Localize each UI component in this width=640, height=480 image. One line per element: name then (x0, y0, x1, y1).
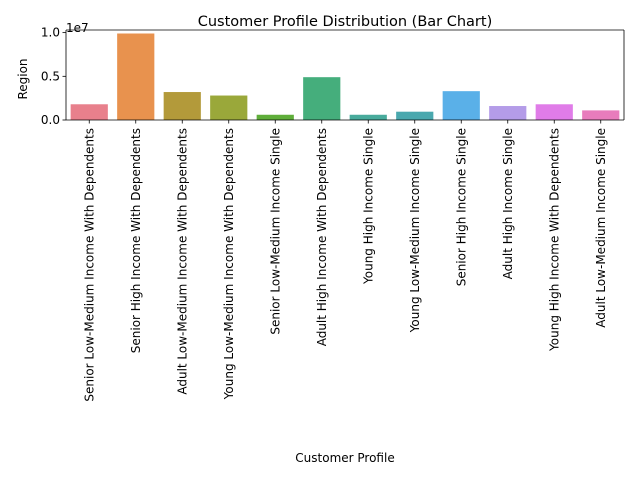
x-axis-label: Customer Profile (295, 451, 394, 465)
x-tick-label: Young Low-Medium Income With Dependents (222, 128, 236, 400)
bar-7 (349, 114, 387, 120)
x-tick-label: Young Low-Medium Income Single (408, 128, 422, 333)
bar-2 (117, 33, 155, 120)
x-tick-label: Adult Low-Medium Income With Dependents (175, 128, 189, 395)
bar-4 (210, 95, 248, 120)
bar-3 (163, 92, 201, 120)
x-tick-label: Adult Low-Medium Income Single (594, 128, 608, 328)
bar-12 (582, 110, 620, 120)
y-ticks-group: 0.0 0.5 1.0 (41, 26, 66, 127)
bar-8 (396, 111, 434, 120)
y-axis-label: Region (16, 58, 30, 99)
axes-group (65, 29, 625, 121)
y-tick-label: 1.0 (41, 26, 60, 40)
x-tick-label: Adult High Income Single (501, 128, 515, 279)
x-tick-label: Young High Income Single (361, 128, 375, 285)
bar-1 (70, 104, 108, 120)
y-tick-label: 0.0 (41, 113, 60, 127)
x-tick-label: Young High Income With Dependents (547, 128, 561, 352)
bar-6 (303, 77, 341, 120)
x-tick-label: Adult High Income With Dependents (315, 128, 329, 346)
x-tick-label: Senior Low-Medium Income With Dependents (82, 128, 96, 402)
x-tick-label: Senior High Income With Dependents (129, 128, 143, 353)
bars-group (70, 33, 620, 120)
x-ticks-group: Senior Low-Medium Income With Dependents… (82, 120, 608, 402)
bar-9 (442, 91, 480, 120)
bar-11 (535, 104, 573, 120)
y-tick-label: 0.5 (41, 69, 60, 83)
chart-title: Customer Profile Distribution (Bar Chart… (198, 14, 493, 30)
y-axis-offset-label: 1e7 (66, 21, 89, 35)
x-tick-label: Senior High Income Single (454, 128, 468, 286)
bar-5 (256, 114, 294, 120)
bar-10 (489, 106, 527, 120)
x-tick-label: Senior Low-Medium Income Single (268, 128, 282, 335)
